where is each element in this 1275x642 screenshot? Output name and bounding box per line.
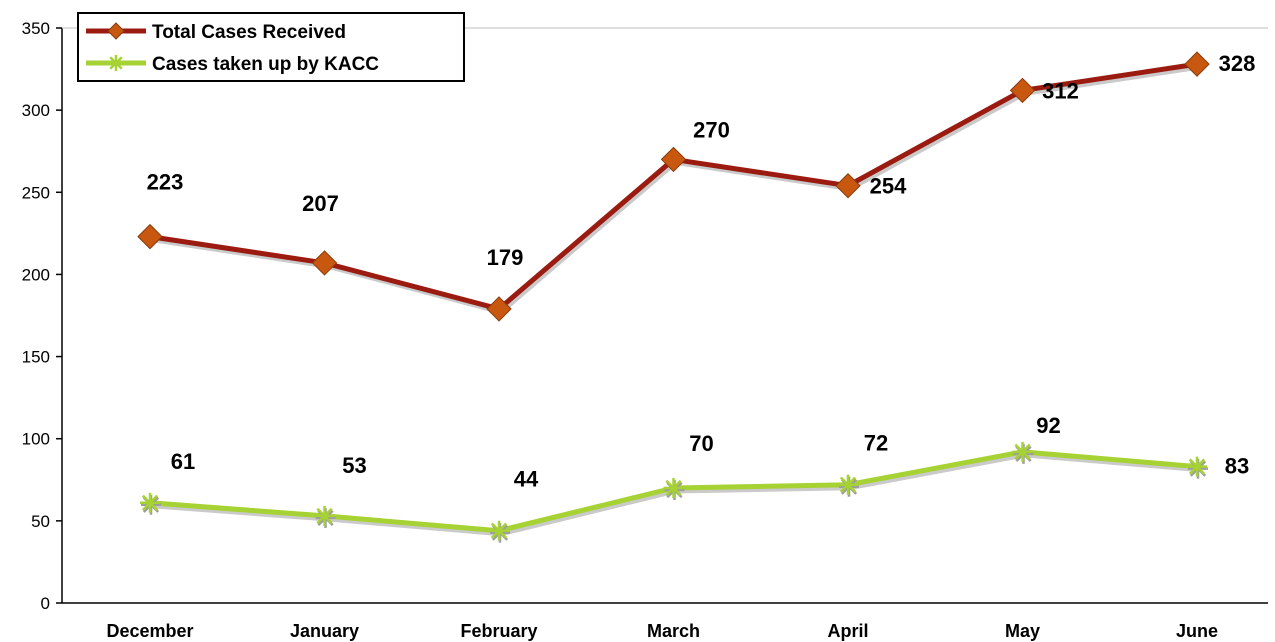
data-labels: 223 207 179 270 254 312 328 61 53 44 70 72 92 83 — [147, 51, 1256, 492]
data-label: 83 — [1225, 454, 1249, 479]
diamond-marker — [107, 22, 125, 40]
axes — [61, 27, 1268, 604]
x-category-label: May — [1005, 621, 1040, 641]
star-marker — [838, 474, 858, 495]
y-tick-label: 0 — [41, 594, 50, 613]
diamond-marker — [311, 250, 338, 276]
legend-label: Total Cases Received — [152, 22, 346, 43]
data-label: 207 — [302, 191, 339, 216]
data-label: 270 — [693, 117, 730, 142]
x-category-label: December — [106, 621, 193, 641]
y-tick-label: 200 — [22, 265, 50, 284]
legend-items: Total Cases Received Cases taken up by KA… — [86, 22, 379, 75]
data-label: 53 — [342, 453, 366, 478]
data-label: 72 — [864, 431, 888, 456]
legend: Total Cases Received Cases taken up by KA… — [77, 12, 465, 82]
series-line-shadow — [151, 64, 1200, 315]
data-label: 312 — [1042, 78, 1079, 103]
legend-label: Cases taken up by KACC — [152, 54, 379, 75]
y-tick-label: 150 — [22, 348, 50, 367]
data-label: 328 — [1219, 51, 1256, 76]
legend-item: Cases taken up by KACC — [86, 54, 379, 75]
star-marker — [489, 520, 509, 541]
series-cases-taken-up-by-kacc — [140, 441, 1208, 543]
star-marker — [663, 478, 684, 498]
data-label: 254 — [870, 174, 907, 199]
diamond-marker — [660, 146, 687, 173]
diamond-marker — [137, 223, 163, 250]
x-category-label: January — [290, 621, 359, 641]
x-category-label: March — [647, 621, 700, 641]
diamond-marker — [1184, 51, 1210, 77]
data-label: 92 — [1036, 413, 1060, 438]
star-marker — [108, 55, 124, 71]
legend-box — [77, 12, 465, 82]
star-marker — [140, 492, 160, 513]
series-layer — [137, 51, 1210, 543]
star-marker — [1187, 456, 1207, 477]
y-tick-label: 50 — [31, 512, 50, 531]
x-category-label: February — [460, 621, 537, 641]
legend-item: Total Cases Received — [86, 22, 346, 43]
data-label: 70 — [689, 431, 713, 456]
series-total-cases-received — [137, 51, 1210, 322]
x-category-labels: December January February March April May June — [106, 621, 1218, 641]
x-category-label: April — [827, 621, 868, 641]
data-label: 44 — [514, 467, 539, 492]
data-label: 223 — [147, 170, 184, 195]
data-label: 61 — [171, 449, 195, 474]
data-label: 179 — [487, 245, 524, 270]
y-tick-label: 100 — [22, 430, 50, 449]
diamond-marker — [835, 173, 861, 199]
y-tick-label: 250 — [22, 183, 50, 202]
y-tick-label: 300 — [22, 101, 50, 120]
diamond-marker — [486, 296, 512, 322]
y-tick-label: 350 — [22, 19, 50, 38]
y-ticks: 0 50 100 150 200 250 300 350 — [22, 19, 62, 613]
diamond-marker — [1009, 77, 1036, 104]
star-marker — [1012, 441, 1033, 462]
series-line — [149, 61, 1198, 312]
star-marker — [314, 505, 335, 526]
x-category-label: June — [1176, 621, 1218, 641]
